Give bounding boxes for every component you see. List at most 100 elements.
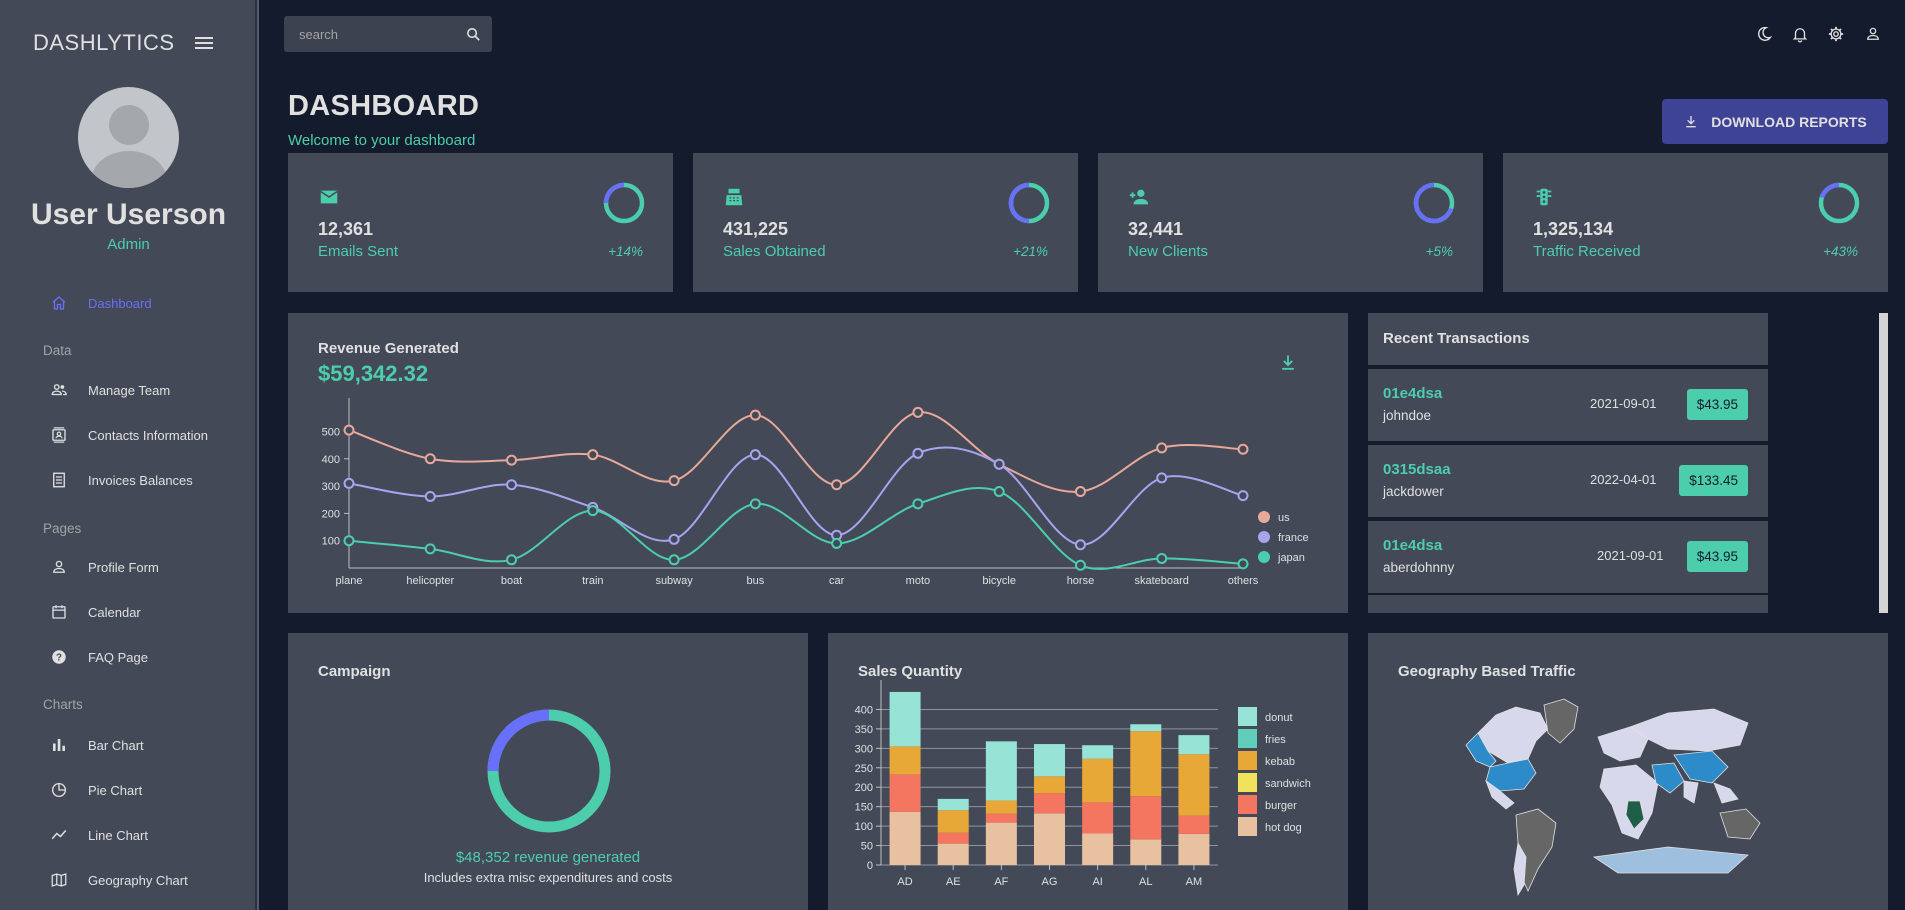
y-tick-label: 500	[322, 426, 340, 438]
settings-icon[interactable]	[1827, 25, 1845, 43]
calendar-icon	[52, 605, 66, 619]
revenue-title: Revenue Generated	[318, 340, 459, 357]
sidebar-item-label: Line Chart	[88, 827, 148, 843]
legend-swatch	[1238, 751, 1257, 770]
sidebar-item-line-chart[interactable]: Line Chart	[50, 823, 148, 847]
country-antarctica	[1592, 846, 1749, 874]
timeline-icon	[51, 830, 67, 840]
x-tick-label: horse	[1067, 575, 1095, 587]
bar-segment-hot-dog	[1178, 833, 1210, 865]
country-southeast-asia	[1713, 782, 1739, 804]
point-of-sale-icon	[725, 188, 743, 206]
legend-label: fries	[1265, 734, 1286, 746]
transaction-row-partial	[1368, 595, 1768, 613]
revenue-amount: $59,342.32	[318, 361, 429, 386]
people-icon	[51, 384, 67, 396]
sidebar-item-label: Bar Chart	[88, 737, 144, 753]
bar-segment-kebab	[1034, 776, 1065, 794]
download-icon[interactable]	[1278, 353, 1298, 373]
sidebar-item-calendar[interactable]: Calendar	[50, 600, 141, 624]
transaction-user: jackdower	[1383, 484, 1444, 499]
data-point	[506, 454, 518, 466]
x-tick-label: car	[829, 575, 845, 587]
x-tick-label: train	[582, 575, 603, 587]
sidebar-item-bar-chart[interactable]: Bar Chart	[50, 733, 144, 757]
sidebar-item-label: Calendar	[88, 604, 141, 620]
campaign-card: Campaign $48,352 revenue generated Inclu…	[288, 633, 808, 910]
x-tick-label: skateboard	[1135, 575, 1189, 587]
sidebar-item-pie-chart[interactable]: Pie Chart	[50, 778, 142, 802]
data-point	[993, 486, 1005, 498]
bar-segment-donut	[1178, 735, 1210, 755]
revenue-line-chart: 100 200 300 400 500 plane helicopter boat train s…	[322, 398, 1309, 587]
transaction-date: 2021-09-01	[1590, 396, 1657, 411]
sidebar-section-pages: Pages	[43, 521, 82, 536]
menu-toggle-button[interactable]	[195, 34, 213, 50]
transactions-title: Recent Transactions	[1383, 330, 1530, 347]
bar-segment-kebab	[1178, 754, 1210, 816]
legend-swatch	[1238, 729, 1257, 748]
sidebar-item-geography-chart[interactable]: Geography Chart	[50, 868, 188, 892]
country-australia	[1719, 808, 1761, 840]
x-tick-label: bicycle	[982, 575, 1016, 587]
sidebar: DASHLYTICS User Userson Admin Dashboard …	[0, 0, 257, 910]
sidebar-section-charts: Charts	[43, 697, 83, 712]
bar-segment-hot-dog	[1082, 833, 1114, 865]
sidebar-item-faq[interactable]: ? FAQ Page	[50, 645, 148, 669]
search-input[interactable]	[284, 16, 454, 52]
sidebar-item-profile-form[interactable]: Profile Form	[50, 555, 159, 579]
stat-label: New Clients	[1128, 243, 1209, 260]
y-tick-label: 300	[322, 481, 340, 493]
data-point	[343, 477, 355, 489]
search-icon[interactable]	[465, 26, 482, 43]
y-tick-label: 200	[855, 782, 873, 794]
sidebar-item-invoices[interactable]: Invoices Balances	[50, 468, 193, 492]
x-tick-label: AD	[897, 876, 912, 888]
transaction-id: 01e4dsa	[1383, 385, 1443, 402]
x-tick-label: boat	[501, 575, 522, 587]
sidebar-section-data: Data	[43, 343, 72, 358]
download-reports-button[interactable]: DOWNLOAD REPORTS	[1662, 99, 1888, 144]
dark-mode-icon[interactable]	[1755, 25, 1773, 43]
ring-progress	[1008, 182, 1030, 224]
x-tick-label: AM	[1186, 876, 1203, 888]
bar-segment-burger	[1130, 796, 1162, 840]
legend-label: japan	[1277, 552, 1305, 564]
bar-segment-burger	[1082, 802, 1114, 834]
sidebar-item-manage-team[interactable]: Manage Team	[50, 378, 170, 402]
transaction-user: johndoe	[1383, 408, 1432, 423]
progress-circle	[1008, 182, 1050, 224]
campaign-progress-circle	[487, 709, 611, 833]
ring-progress	[487, 709, 550, 772]
sidebar-scrollbar[interactable]	[257, 0, 259, 910]
data-point	[1074, 539, 1086, 551]
notifications-icon[interactable]	[1791, 25, 1809, 43]
bar-segment-donut	[1082, 745, 1114, 759]
y-tick-label: 350	[855, 724, 873, 736]
sidebar-item-contacts[interactable]: Contacts Information	[50, 423, 208, 447]
stat-value: 12,361	[318, 219, 374, 239]
bar-segment-donut	[1034, 744, 1065, 777]
country-mexico	[1485, 779, 1515, 810]
y-tick-label: 400	[855, 704, 873, 716]
y-tick-label: 100	[322, 536, 340, 548]
data-point	[668, 475, 680, 487]
person-icon[interactable]	[1864, 25, 1882, 43]
data-point	[587, 449, 599, 461]
data-point	[506, 554, 518, 566]
legend-label: us	[1278, 512, 1290, 524]
data-point	[424, 453, 436, 465]
legend-label: france	[1278, 532, 1309, 544]
bar-segment-burger	[1178, 815, 1210, 834]
ring-progress	[1413, 182, 1454, 224]
data-point	[749, 409, 761, 421]
sidebar-item-label: Invoices Balances	[88, 472, 193, 488]
sidebar-item-dashboard[interactable]: Dashboard	[50, 291, 152, 315]
stat-increase: +14%	[608, 244, 643, 259]
ring-progress	[1819, 182, 1840, 199]
country-argentina	[1513, 841, 1527, 897]
bar-segment-hot-dog	[985, 822, 1017, 865]
data-point	[912, 406, 924, 418]
transactions-scrollbar[interactable]	[1879, 313, 1888, 613]
download-icon	[1686, 115, 1696, 127]
